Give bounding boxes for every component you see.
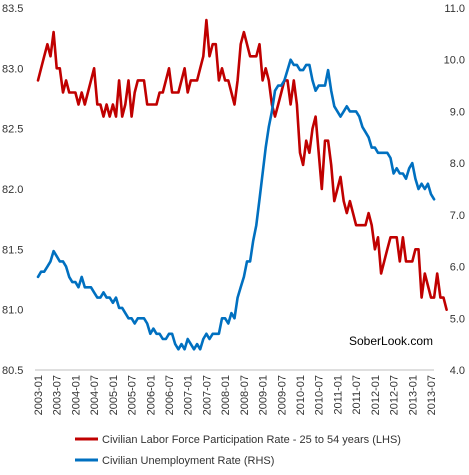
- right-axis-tick-label: 4.0: [450, 365, 465, 377]
- x-axis-tick-label: 2005-07: [127, 375, 139, 415]
- right-axis-tick-label: 11.0: [444, 3, 465, 15]
- x-axis-tick-label: 2003-01: [33, 375, 45, 415]
- legend-label-participation: Civilian Labor Force Participation Rate …: [102, 434, 401, 446]
- x-axis-tick-label: 2011-07: [351, 375, 363, 415]
- series-line-unemployment-rate: [36, 58, 436, 351]
- x-axis-tick-label: 2004-01: [70, 375, 82, 415]
- right-axis-ticks: 4.0 5.0 6.0 7.0 8.0 9.0 10.0 11.0: [444, 3, 465, 377]
- left-axis-tick-label: 83.0: [2, 63, 23, 75]
- x-axis-tick-label: 2009-07: [276, 375, 288, 415]
- series-lines: [36, 18, 448, 351]
- left-axis-tick-label: 82.5: [2, 124, 23, 136]
- x-axis-tick-label: 2006-01: [145, 375, 157, 415]
- left-axis-ticks: 80.5 81.0 81.5 82.0 82.5 83.0 83.5: [2, 3, 23, 377]
- x-axis-tick-label: 2007-07: [201, 375, 213, 415]
- x-axis-tick-label: 2013-07: [426, 375, 438, 415]
- x-axis-ticks: 2003-01 2003-07 2004-01 2004-07 2005-01 2005-…: [33, 375, 438, 415]
- right-axis-tick-label: 7.0: [450, 210, 465, 222]
- right-axis-tick-label: 9.0: [450, 106, 465, 118]
- x-axis-tick-label: 2010-07: [314, 375, 326, 415]
- right-axis-tick-label: 6.0: [450, 262, 465, 274]
- legend-label-unemployment: Civilian Unemployment Rate (RHS): [102, 455, 274, 467]
- left-axis-tick-label: 80.5: [2, 365, 23, 377]
- x-axis-tick-label: 2011-01: [332, 375, 344, 415]
- x-axis-tick-label: 2004-07: [89, 375, 101, 415]
- x-axis-tick-label: 2008-07: [239, 375, 251, 415]
- watermark-annotation: SoberLook.com: [349, 334, 433, 348]
- right-axis-tick-label: 5.0: [450, 313, 465, 325]
- left-axis-tick-label: 82.0: [2, 184, 23, 196]
- left-axis-tick-label: 81.0: [2, 305, 23, 317]
- x-axis-tick-label: 2005-01: [108, 375, 120, 415]
- x-axis-tick-label: 2006-07: [164, 375, 176, 415]
- x-axis-tick-label: 2010-01: [295, 375, 307, 415]
- x-axis-tick-label: 2012-01: [370, 375, 382, 415]
- x-axis-tick-label: 2012-07: [389, 375, 401, 415]
- legend: Civilian Labor Force Participation Rate …: [75, 434, 401, 467]
- series-line-participation-rate: [36, 18, 448, 312]
- x-axis-tick-label: 2003-07: [52, 375, 64, 415]
- right-axis-tick-label: 8.0: [450, 158, 465, 170]
- right-axis-tick-label: 10.0: [444, 55, 465, 67]
- x-axis-tick-label: 2007-01: [183, 375, 195, 415]
- x-axis-tick-label: 2009-01: [258, 375, 270, 415]
- x-axis-tick-label: 2008-01: [220, 375, 232, 415]
- x-axis-tick-label: 2013-01: [407, 375, 419, 415]
- left-axis-tick-label: 83.5: [2, 3, 23, 15]
- left-axis-tick-label: 81.5: [2, 244, 23, 256]
